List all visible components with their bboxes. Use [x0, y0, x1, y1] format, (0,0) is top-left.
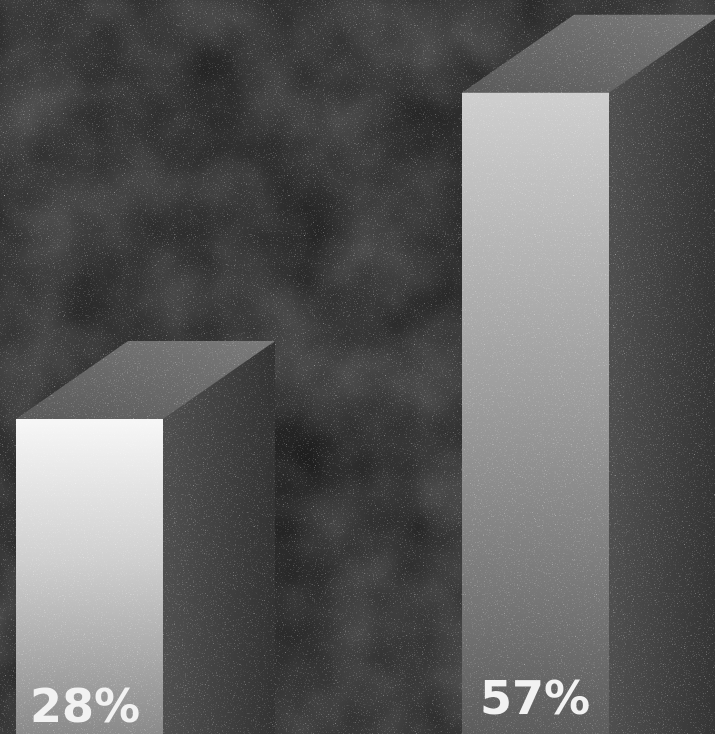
bar-side-0 — [163, 341, 275, 734]
bar-top-0 — [16, 341, 275, 419]
bars-group — [16, 14, 715, 734]
bar-1 — [462, 92, 609, 734]
bar-0 — [16, 419, 163, 734]
bar-side-1 — [609, 18, 715, 734]
bar-label-0: 28% — [30, 679, 140, 733]
bar-label-1: 57% — [480, 671, 590, 725]
bar-top-1 — [462, 14, 715, 93]
